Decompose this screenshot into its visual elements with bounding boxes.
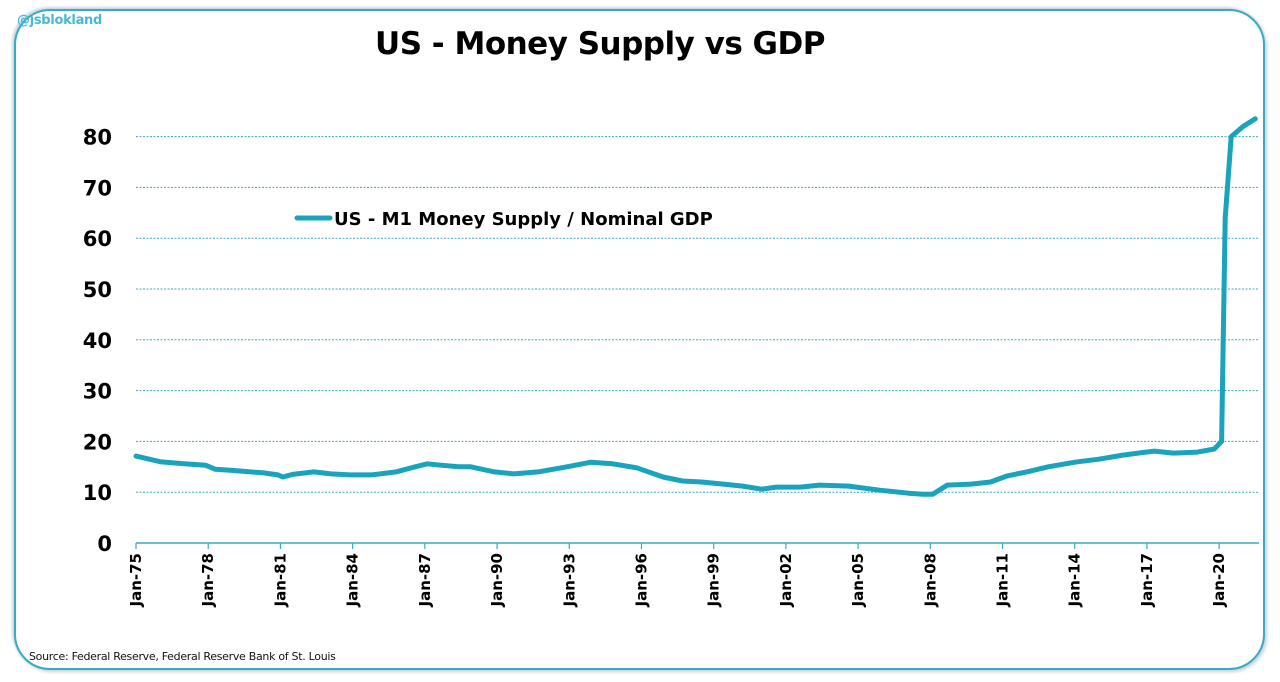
y-tick-label: 40 (83, 329, 112, 353)
x-tick-label: Jan-17 (1138, 553, 1156, 607)
x-tick-label: Jan-05 (849, 553, 867, 607)
x-tick-label: Jan-14 (1066, 553, 1084, 607)
x-tick-label: Jan-81 (271, 553, 289, 607)
x-tick-label: Jan-99 (705, 553, 723, 607)
legend: US - M1 Money Supply / Nominal GDP (294, 209, 713, 230)
x-tick-label: Jan-08 (921, 553, 939, 607)
x-tick-label: Jan-11 (994, 553, 1012, 607)
watermark-handle: @jsblokland (17, 13, 103, 28)
x-tick-label: Jan-84 (344, 553, 362, 607)
y-tick-label: 30 (83, 380, 112, 404)
y-tick-label: 0 (97, 532, 112, 556)
x-tick-label: Jan-75 (127, 553, 145, 607)
source-note: Source: Federal Reserve, Federal Reserve… (29, 650, 336, 663)
x-tick-label: Jan-20 (1210, 553, 1228, 607)
y-tick-label: 20 (83, 430, 112, 454)
x-tick-label: Jan-90 (488, 553, 506, 607)
y-tick-label: 80 (83, 126, 112, 150)
y-tick-label: 70 (83, 176, 112, 200)
series-layer (133, 116, 1258, 497)
x-axis: Jan-75 Jan-78 Jan-81 Jan-84 Jan-87 Jan-90 Jan-… (127, 542, 1259, 607)
x-tick-label: Jan-93 (560, 553, 578, 607)
y-tick-label: 60 (83, 227, 112, 251)
x-tick-label: Jan-87 (416, 553, 434, 607)
series-line-m1-gdp (133, 116, 1258, 497)
y-tick-label: 10 (83, 481, 112, 505)
y-axis-labels: 0 10 20 30 40 50 60 70 80 (83, 126, 112, 556)
y-tick-label: 50 (83, 278, 112, 302)
legend-label: US - M1 Money Supply / Nominal GDP (334, 209, 713, 230)
x-tick-label: Jan-96 (632, 553, 650, 607)
gridlines (136, 136, 1259, 493)
chart-title: US - Money Supply vs GDP (375, 26, 825, 62)
x-tick-label: Jan-78 (199, 553, 217, 607)
x-tick-label: Jan-02 (777, 553, 795, 607)
